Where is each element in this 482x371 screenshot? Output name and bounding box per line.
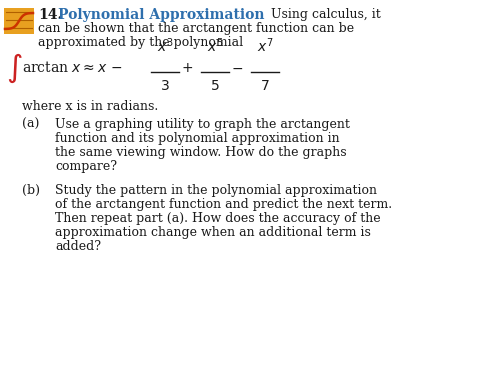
Text: $x^3$: $x^3$ — [157, 36, 174, 55]
Text: function and its polynomial approximation in: function and its polynomial approximatio… — [55, 132, 340, 145]
Text: the same viewing window. How do the graphs: the same viewing window. How do the grap… — [55, 146, 347, 159]
Text: approximation change when an additional term is: approximation change when an additional … — [55, 226, 371, 239]
Text: (b): (b) — [22, 184, 40, 197]
Text: $-$: $-$ — [231, 61, 243, 75]
Text: $3$: $3$ — [160, 79, 170, 93]
Text: $5$: $5$ — [210, 79, 220, 93]
Text: Study the pattern in the polynomial approximation: Study the pattern in the polynomial appr… — [55, 184, 377, 197]
Text: of the arctangent function and predict the next term.: of the arctangent function and predict t… — [55, 198, 392, 211]
Text: $7$: $7$ — [260, 79, 270, 93]
Text: compare?: compare? — [55, 160, 117, 173]
Text: $\int$: $\int$ — [6, 52, 22, 85]
Text: Using calculus, it: Using calculus, it — [271, 8, 381, 21]
Text: arctan $x \approx x\,-$: arctan $x \approx x\,-$ — [22, 60, 122, 76]
Text: $x^5$: $x^5$ — [207, 36, 223, 55]
Text: approximated by the polynomial: approximated by the polynomial — [38, 36, 243, 49]
Text: Polynomial Approximation: Polynomial Approximation — [58, 8, 265, 22]
Text: added?: added? — [55, 240, 101, 253]
Text: $+$: $+$ — [181, 61, 193, 75]
Text: where x is in radians.: where x is in radians. — [22, 100, 158, 113]
Text: $x^7$: $x^7$ — [257, 36, 273, 55]
Text: 14.: 14. — [38, 8, 62, 22]
Bar — [4, 8, 34, 34]
Text: (a): (a) — [22, 118, 40, 131]
Text: Then repeat part (a). How does the accuracy of the: Then repeat part (a). How does the accur… — [55, 212, 381, 225]
Text: can be shown that the arctangent function can be: can be shown that the arctangent functio… — [38, 22, 354, 35]
Text: Use a graphing utility to graph the arctangent: Use a graphing utility to graph the arct… — [55, 118, 350, 131]
